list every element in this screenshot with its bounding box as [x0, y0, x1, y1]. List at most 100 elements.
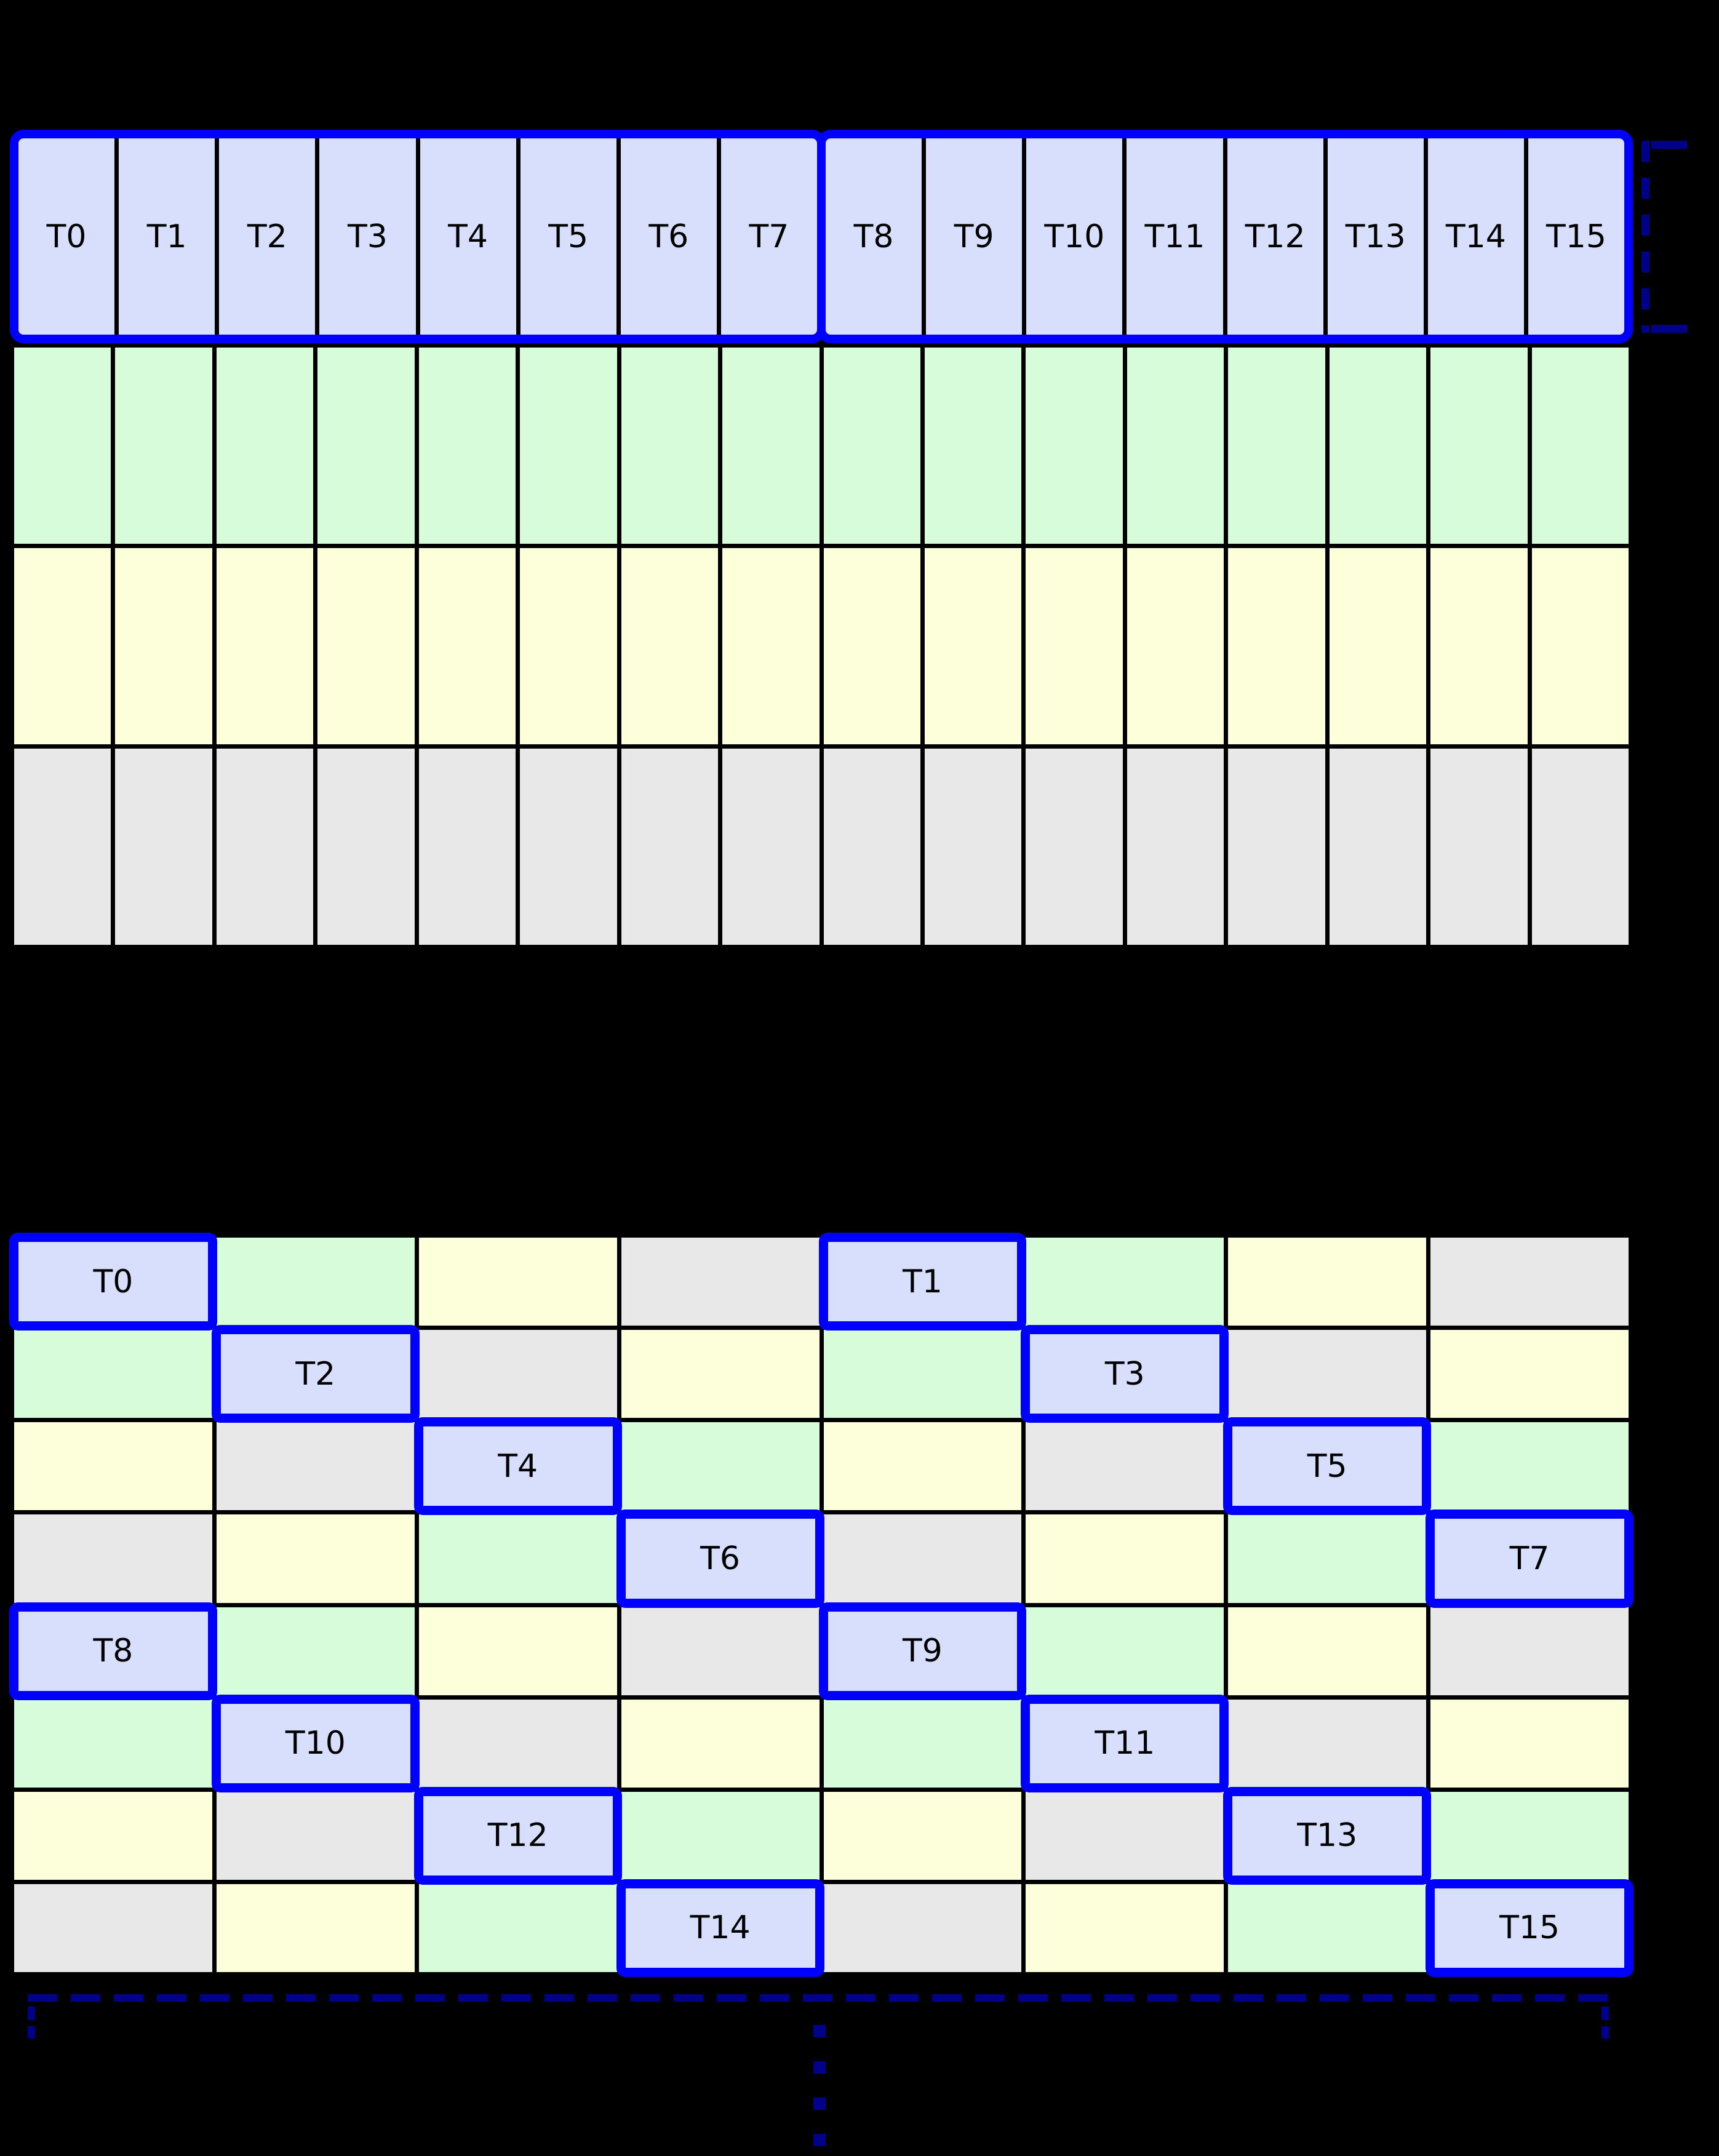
thread-cell-T6: T6 — [616, 1510, 824, 1608]
thread-cell-T1: T1 — [818, 1233, 1027, 1331]
memory-cell-yellow — [924, 548, 1022, 744]
memory-cell-green — [14, 1699, 212, 1788]
memory-cell-gray — [418, 1699, 617, 1788]
memory-cell-yellow — [216, 548, 314, 744]
memory-cell-yellow — [418, 1607, 617, 1695]
memory-cell-yellow — [1531, 548, 1629, 744]
memory-cell-gray — [1430, 749, 1528, 945]
memory-cell-yellow — [317, 548, 415, 744]
memory-cell-yellow — [1228, 1238, 1427, 1326]
memory-cell-gray — [1430, 1238, 1629, 1326]
memory-cell-yellow — [1430, 1330, 1629, 1418]
memory-cell-yellow — [1026, 1884, 1224, 1972]
memory-cell-gray — [823, 749, 920, 945]
memory-cell-green — [1026, 348, 1123, 544]
memory-cell-gray — [1026, 1422, 1224, 1511]
thread-cell-T8: T8 — [9, 1602, 217, 1700]
thread-cell-T7: T7 — [1426, 1510, 1633, 1608]
thread-cell-T7: T7 — [716, 138, 817, 335]
memory-cell-gray — [317, 749, 415, 945]
thread-cell-T10: T10 — [1022, 138, 1122, 335]
thread-cell-T3: T3 — [315, 138, 415, 335]
memory-cell-gray — [823, 1884, 1022, 1972]
memory-cell-green — [418, 1514, 617, 1603]
memory-cell-green — [1228, 1884, 1427, 1972]
memory-cell-gray — [1531, 749, 1629, 945]
thread-cell-T9: T9 — [818, 1602, 1027, 1700]
memory-cell-gray — [823, 1514, 1022, 1603]
thread-cell-T1: T1 — [114, 138, 215, 335]
memory-cell-yellow — [1329, 548, 1427, 744]
warp-group-second-half: T8 T9 T10 T11 T12 T13 T14 T15 — [817, 130, 1633, 343]
span-bracket-icon — [28, 1994, 1609, 2002]
memory-cell-green — [520, 348, 617, 544]
memory-cell-yellow — [1430, 1699, 1629, 1788]
memory-cell-gray — [520, 749, 617, 945]
memory-cell-yellow — [621, 548, 719, 744]
memory-cell-yellow — [1430, 548, 1528, 744]
memory-cell-yellow — [823, 1791, 1022, 1880]
memory-cell-green — [1531, 348, 1629, 544]
memory-cell-gray — [216, 1422, 415, 1511]
thread-cell-T13: T13 — [1323, 138, 1424, 335]
memory-cell-green — [14, 348, 111, 544]
memory-cell-green — [1329, 348, 1427, 544]
memory-cell-yellow — [115, 548, 212, 744]
span-bracket-left-tick-icon — [28, 2007, 35, 2039]
thread-cell-T12: T12 — [1222, 138, 1323, 335]
memory-cell-gray — [418, 1330, 617, 1418]
memory-cell-yellow — [823, 548, 920, 744]
thread-cell-T2: T2 — [215, 138, 315, 335]
thread-cell-T15: T15 — [1426, 1879, 1633, 1977]
thread-cell-T8: T8 — [853, 218, 894, 255]
memory-cell-green — [1228, 348, 1325, 544]
memory-cell-green — [823, 1330, 1022, 1418]
thread-cell-T9: T9 — [922, 138, 1022, 335]
thread-cell-T5: T5 — [1223, 1417, 1432, 1516]
memory-cell-yellow — [1127, 548, 1224, 744]
memory-cell-green — [1026, 1238, 1224, 1326]
memory-cell-green — [1430, 1422, 1629, 1511]
thread-cell-T6: T6 — [616, 138, 717, 335]
thread-cell-T3: T3 — [1021, 1325, 1229, 1423]
memory-cell-green — [621, 1422, 820, 1511]
memory-cell-gray — [14, 1514, 212, 1603]
memory-cell-gray — [14, 1884, 212, 1972]
thread-cell-T4: T4 — [415, 138, 516, 335]
memory-cell-gray — [1026, 749, 1123, 945]
memory-cell-yellow — [14, 1422, 212, 1511]
thread-row-bracket-icon — [1641, 141, 1649, 333]
memory-cell-green — [317, 348, 415, 544]
diagonal-access-grid: T0 T1 T2 T3 T4 T5 T6 T7 T8 T9 T10 T11 T12 T13 T14 T15 — [9, 1233, 1633, 1977]
memory-cell-gray — [621, 1238, 820, 1326]
memory-cell-yellow — [823, 1422, 1022, 1511]
linear-memory-grid — [10, 343, 1633, 949]
memory-cell-green — [1430, 1791, 1629, 1880]
memory-cell-green — [418, 348, 516, 544]
memory-cell-gray — [1228, 1699, 1427, 1788]
memory-cell-gray — [621, 1607, 820, 1695]
memory-cell-green — [1026, 1607, 1224, 1695]
memory-cell-gray — [14, 749, 111, 945]
memory-cell-gray — [1228, 1330, 1427, 1418]
memory-cell-yellow — [621, 1330, 820, 1418]
thread-cell-T11: T11 — [1021, 1694, 1229, 1792]
memory-cell-yellow — [1228, 1607, 1427, 1695]
thread-cell-T5: T5 — [516, 138, 616, 335]
memory-cell-gray — [924, 749, 1022, 945]
memory-cell-green — [621, 348, 719, 544]
memory-cell-yellow — [621, 1699, 820, 1788]
memory-cell-green — [924, 348, 1022, 544]
memory-cell-gray — [621, 749, 719, 945]
span-bracket-right-tick-icon — [1601, 2007, 1609, 2039]
thread-cell-T0: T0 — [9, 1233, 217, 1331]
thread-cell-T13: T13 — [1223, 1786, 1432, 1885]
memory-cell-green — [1430, 348, 1528, 544]
thread-cell-T14: T14 — [1423, 138, 1524, 335]
thread-cell-T2: T2 — [211, 1325, 420, 1423]
memory-cell-green — [14, 1330, 212, 1418]
memory-cell-gray — [216, 749, 314, 945]
continuation-ellipsis-icon — [813, 2025, 826, 2156]
memory-cell-gray — [1430, 1607, 1629, 1695]
